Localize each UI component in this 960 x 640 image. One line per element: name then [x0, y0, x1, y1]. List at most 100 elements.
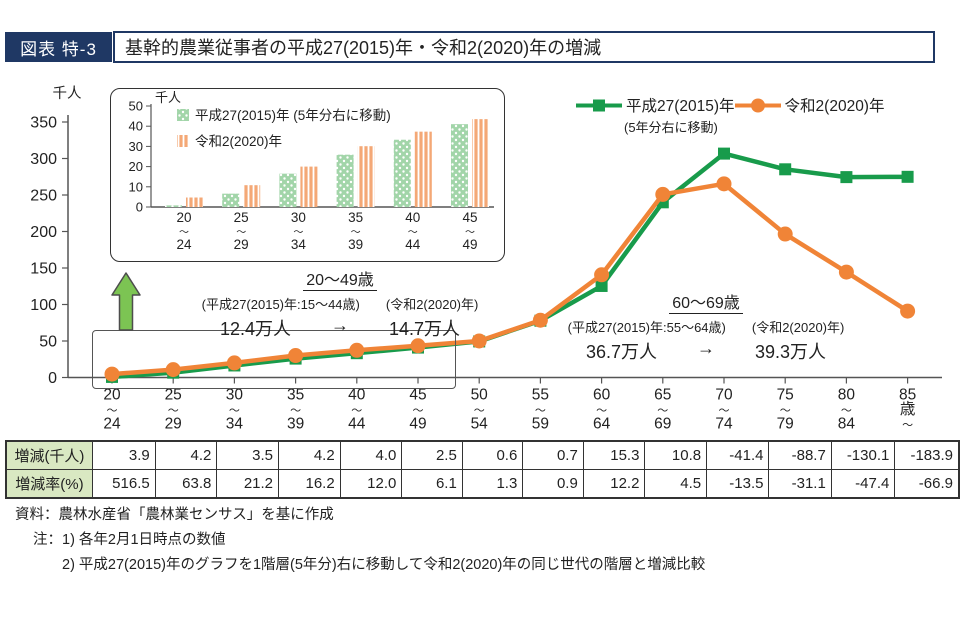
- svg-text:300: 300: [30, 151, 57, 168]
- arrow-glyph: →: [697, 338, 715, 358]
- inset-series-0: [165, 124, 468, 207]
- table-cell: 4.2: [154, 440, 218, 470]
- svg-text:千人: 千人: [155, 90, 181, 105]
- svg-text:40～44: 40 ～ 44: [405, 210, 421, 252]
- table-cell: 0.6: [461, 440, 524, 470]
- row-header: 増減率(%): [5, 469, 93, 499]
- svg-text:250: 250: [30, 188, 57, 205]
- svg-text:20～24: 20 ～ 24: [176, 210, 192, 252]
- svg-text:25～29: 25 ～ 29: [234, 210, 249, 252]
- svg-text:30～34: 30 ～ 34: [226, 387, 244, 433]
- table-cell: -130.1: [830, 440, 896, 470]
- svg-text:40: 40: [129, 119, 143, 134]
- up-arrow-icon: [111, 272, 141, 331]
- table-cell: 2.5: [401, 440, 463, 470]
- figure-label: 図表 特-3: [5, 32, 112, 62]
- svg-text:45～49: 45 ～ 49: [409, 387, 426, 433]
- annotation-right-value: 39.3万人: [755, 342, 827, 362]
- table-cell: 516.5: [91, 469, 156, 499]
- svg-text:令和2(2020)年: 令和2(2020)年: [195, 134, 282, 149]
- table-cell: 16.2: [278, 469, 341, 499]
- inset-bar-chart-panel: 千人 0 10 20 30 40 50 平成27(2015)年 (5年分右に移動) 令和2(20…: [110, 88, 505, 262]
- legend-label-r2: 令和2(2020)年: [784, 98, 885, 115]
- svg-text:10: 10: [129, 179, 143, 194]
- row-header: 増減(千人): [5, 440, 93, 470]
- table-cell: 12.2: [582, 469, 646, 499]
- legend-note-h27: (5年分右に移動): [624, 120, 718, 135]
- annotation-right-value: 14.7万人: [389, 319, 461, 339]
- svg-text:0: 0: [48, 370, 57, 387]
- table-cell: 10.8: [644, 440, 708, 470]
- note-1: 注：1) 各年2月1日時点の数値: [33, 532, 226, 548]
- svg-text:60～64: 60 ～ 64: [593, 387, 611, 433]
- highlight-range-box: [92, 330, 456, 389]
- svg-text:50～54: 50 ～ 54: [471, 387, 489, 433]
- page-title: 基幹的農業従事者の平成27(2015)年・令和2(2020)年の増減: [113, 31, 935, 63]
- table-cell: -66.9: [894, 469, 960, 499]
- svg-text:30: 30: [129, 139, 143, 154]
- table-cell: 3.9: [91, 440, 156, 470]
- svg-text:45～49: 45 ～ 49: [462, 210, 477, 252]
- svg-text:40～44: 40 ～ 44: [348, 387, 366, 433]
- table-cell: 3.5: [216, 440, 280, 470]
- svg-text:20～24: 20 ～ 24: [103, 387, 121, 433]
- table-cell: 15.3: [582, 440, 646, 470]
- annotation-left-value: 12.4万人: [219, 319, 291, 339]
- svg-text:150: 150: [30, 261, 57, 278]
- table-cell: -41.4: [706, 440, 770, 470]
- table-cell: 4.5: [644, 469, 708, 499]
- arrow-glyph: →: [331, 315, 349, 335]
- table-cell: 0.9: [522, 469, 584, 499]
- annotation-20-49: 20～49歳 (平成27(2015)年:15～44歳) (令和2(2020)年)…: [166, 266, 514, 341]
- table-cell: -31.1: [768, 469, 832, 499]
- annotation-title: 60～69歳: [669, 289, 743, 314]
- table-cell: 1.3: [461, 469, 524, 499]
- annotation-left-label: (平成27(2015)年:15～44歳): [201, 297, 360, 312]
- svg-text:85歳～: 85 歳～: [899, 387, 916, 432]
- svg-text:35～39: 35 ～ 39: [348, 210, 363, 252]
- annotation-left-value: 36.7万人: [585, 342, 657, 362]
- source-note: 資料：農林水産省「農林業センサス」を基に作成: [15, 507, 334, 523]
- annotation-left-label: (平成27(2015)年:55～64歳): [567, 320, 726, 335]
- svg-text:30～34: 30 ～ 34: [291, 210, 307, 252]
- table-cell: 63.8: [154, 469, 218, 499]
- table-cell: -183.9: [894, 440, 960, 470]
- table-cell: 4.2: [278, 440, 341, 470]
- h27-line-marker-icon: [576, 99, 622, 111]
- svg-text:65～69: 65 ～ 69: [654, 387, 671, 433]
- svg-text:0: 0: [136, 200, 143, 215]
- svg-text:200: 200: [30, 224, 57, 241]
- svg-text:100: 100: [30, 297, 57, 314]
- svg-text:35～39: 35 ～ 39: [287, 387, 304, 433]
- table-cell: 12.0: [339, 469, 403, 499]
- table-cell: -88.7: [768, 440, 832, 470]
- svg-text:55～59: 55 ～ 59: [532, 387, 549, 433]
- r2-line-marker-icon: [734, 98, 781, 112]
- inset-bar-chart: 千人 0 10 20 30 40 50 平成27(2015)年 (5年分右に移動) 令和2(20…: [129, 90, 494, 252]
- annotation-right-label: (令和2(2020)年): [751, 320, 845, 335]
- footnotes: 資料：農林水産省「農林業センサス」を基に作成 注：1) 各年2月1日時点の数値 …: [15, 506, 705, 581]
- annotation-60-69: 60～69歳 (平成27(2015)年:55～64歳) (令和2(2020)年)…: [536, 289, 876, 364]
- table-row: 増減率(%) 516.5 63.8 21.2 16.2 12.0 6.1 1.3 0.9 12.2…: [5, 469, 960, 499]
- annotation-right-label: (令和2(2020)年): [385, 297, 479, 312]
- annotation-title: 20～49歳: [303, 266, 377, 291]
- table-cell: 4.0: [339, 440, 403, 470]
- svg-text:70～74: 70 ～ 74: [715, 387, 733, 433]
- svg-text:千人: 千人: [53, 85, 82, 102]
- change-table: 増減(千人) 3.9 4.2 3.5 4.2 4.0 2.5 0.6 0.7 15.3 10.8 -4…: [5, 440, 960, 499]
- table-cell: -47.4: [830, 469, 896, 499]
- svg-text:80～84: 80 ～ 84: [838, 387, 856, 433]
- table-cell: 6.1: [401, 469, 463, 499]
- svg-text:平成27(2015)年 (5年分右に移動): 平成27(2015)年 (5年分右に移動): [195, 108, 391, 123]
- svg-text:50: 50: [129, 99, 143, 114]
- table-row: 増減(千人) 3.9 4.2 3.5 4.2 4.0 2.5 0.6 0.7 15.3 10.8 -4…: [5, 440, 960, 470]
- legend-item-r2: 令和2(2020)年: [734, 94, 885, 116]
- table-cell: -13.5: [706, 469, 770, 499]
- note-2: 2) 平成27(2015)年のグラフを1階層(5年分)右に移動して令和2(202…: [62, 557, 706, 573]
- table-cell: 0.7: [522, 440, 584, 470]
- svg-text:350: 350: [30, 115, 57, 132]
- legend-label-h27: 平成27(2015)年: [626, 98, 735, 115]
- svg-text:75～79: 75 ～ 79: [777, 387, 794, 433]
